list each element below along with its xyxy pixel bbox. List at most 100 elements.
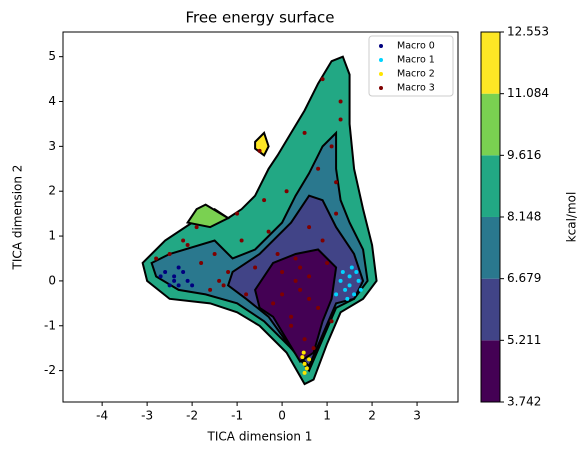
x-tick-label: 1 <box>323 409 331 423</box>
scatter-point <box>185 278 190 283</box>
scatter-point <box>185 243 190 248</box>
colorbar-segment <box>481 93 500 156</box>
scatter-point <box>167 252 172 256</box>
scatter-point <box>280 292 285 297</box>
scatter-point <box>181 269 186 274</box>
scatter-point <box>226 269 231 274</box>
x-tick-label: 3 <box>413 409 421 423</box>
scatter-point <box>316 166 321 171</box>
scatter-point <box>293 278 298 283</box>
scatter-point <box>311 346 316 351</box>
scatter-point <box>338 99 343 104</box>
scatter-point <box>338 117 343 122</box>
scatter-point <box>217 278 222 283</box>
x-tick-label: -4 <box>96 409 108 423</box>
colorbar-tick-label: 8.148 <box>507 209 541 223</box>
scatter-point <box>343 287 348 292</box>
scatter-point <box>298 287 303 292</box>
colorbar-segment <box>481 155 500 217</box>
scatter-point <box>320 238 325 243</box>
scatter-point <box>163 269 168 274</box>
scatter-point <box>307 225 312 230</box>
contour-region <box>254 248 338 364</box>
y-tick-label: 2 <box>48 184 56 198</box>
scatter-point <box>316 305 321 310</box>
y-tick-label: 0 <box>48 273 56 287</box>
scatter-point <box>289 323 294 328</box>
x-tick-label: 2 <box>368 409 376 423</box>
y-tick-label: -2 <box>44 363 56 377</box>
scatter-point <box>334 211 339 216</box>
x-tick-label: -3 <box>141 409 153 423</box>
scatter-point <box>284 189 289 194</box>
x-tick-label: 0 <box>278 409 286 423</box>
scatter-point <box>235 211 240 216</box>
y-axis-label: TICA dimension 2 <box>11 165 25 271</box>
scatter-point <box>302 337 307 342</box>
colorbar-tick-label: 11.084 <box>507 86 549 100</box>
scatter-point <box>244 292 249 297</box>
scatter-point <box>334 292 339 297</box>
legend-label: Macro 1 <box>397 55 435 66</box>
scatter-point <box>358 287 363 292</box>
scatter-point <box>172 278 177 283</box>
scatter-point <box>307 357 312 362</box>
scatter-point <box>266 229 271 234</box>
scatter-point <box>302 361 307 366</box>
scatter-point <box>340 269 345 274</box>
colorbar-label: kcal/mol <box>565 192 579 243</box>
legend-marker <box>379 58 383 62</box>
scatter-point <box>181 238 186 243</box>
scatter-point <box>253 265 258 270</box>
y-tick-label: 3 <box>48 139 56 153</box>
legend-label: Macro 0 <box>397 41 435 52</box>
x-tick-label: -2 <box>186 409 198 423</box>
colorbar-segment <box>481 216 500 279</box>
scatter-point <box>199 260 204 265</box>
colorbar-tick-label: 3.742 <box>507 395 541 409</box>
legend-label: Macro 2 <box>397 69 435 80</box>
scatter-point <box>208 287 213 292</box>
plot-frame <box>62 31 459 403</box>
scatter-point <box>352 292 357 297</box>
legend-marker <box>379 44 383 48</box>
x-axis-label: TICA dimension 1 <box>207 430 313 444</box>
scatter-point <box>271 301 276 306</box>
scatter-point <box>302 370 307 375</box>
scatter-point <box>257 148 262 153</box>
scatter-point <box>275 252 280 256</box>
scatter-point <box>176 283 181 288</box>
scatter-point <box>194 225 199 230</box>
scatter-point <box>307 274 312 279</box>
legend-box <box>368 35 454 97</box>
contour-region <box>254 131 270 157</box>
contour-region <box>185 203 231 229</box>
x-tick-label: -1 <box>231 409 243 423</box>
scatter-point <box>345 296 350 301</box>
scatter-point <box>349 265 354 270</box>
scatter-point <box>307 296 312 301</box>
scatter-point <box>356 278 361 283</box>
scatter-point <box>221 283 226 288</box>
colorbar-tick-label: 6.679 <box>507 271 541 285</box>
colorbar-segment <box>481 340 500 402</box>
colorbar-tick-label: 12.553 <box>507 25 549 39</box>
scatter-point <box>329 319 334 324</box>
scatter-point <box>280 269 285 274</box>
scatter-point <box>329 144 334 149</box>
scatter-point <box>304 366 309 371</box>
colorbar-tick-label: 5.211 <box>507 333 541 347</box>
scatter-point <box>289 314 294 319</box>
y-tick-label: 5 <box>48 49 56 63</box>
y-tick-label: 1 <box>48 229 56 243</box>
scatter-point <box>347 274 352 279</box>
scatter-point <box>262 198 267 203</box>
y-tick-label: 4 <box>48 94 56 108</box>
legend-marker <box>379 86 383 90</box>
scatter-point <box>176 265 181 270</box>
chart-title: Free energy surface <box>185 9 334 27</box>
colorbar-tick-label: 9.616 <box>507 148 541 162</box>
colorbar-segment <box>481 32 500 94</box>
scatter-point <box>338 278 343 283</box>
